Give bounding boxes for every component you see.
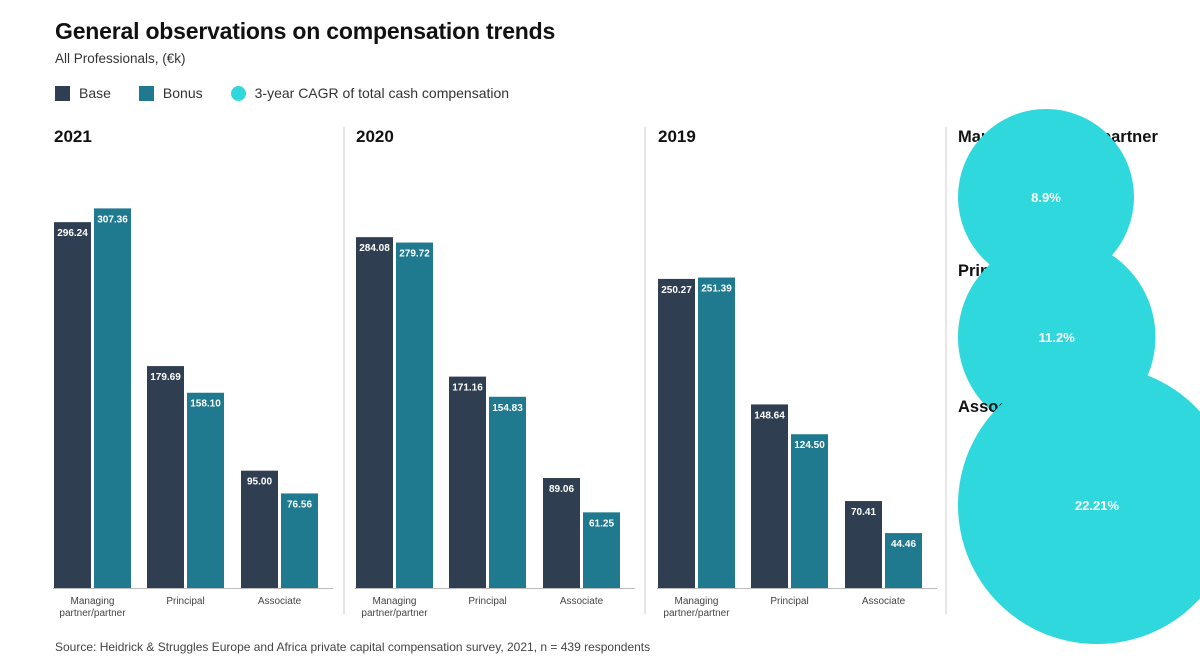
bar-2019-bonus-0 bbox=[698, 277, 735, 588]
panel-title-2019: 2019 bbox=[658, 127, 696, 146]
data-label-2021-base-2: 95.00 bbox=[247, 477, 272, 488]
bar-2021-bonus-1 bbox=[187, 392, 224, 588]
source-note: Source: Heidrick & Struggles Europe and … bbox=[55, 640, 651, 654]
cagr-bubble-label-1: 11.2% bbox=[1039, 330, 1076, 345]
bar-2020-base-0 bbox=[356, 237, 393, 588]
data-label-2019-base-1: 148.64 bbox=[754, 410, 785, 421]
x-tick-label-2019-0-line2: partner/partner bbox=[663, 608, 730, 619]
cagr-bubble-label-0: 8.9% bbox=[1031, 190, 1061, 205]
legend-swatch-cagr bbox=[230, 85, 246, 101]
data-label-2019-base-0: 250.27 bbox=[661, 285, 692, 296]
bar-2019-base-1 bbox=[751, 404, 788, 588]
cagr-bubble-0 bbox=[958, 108, 1135, 286]
data-label-2021-bonus-2: 76.56 bbox=[287, 499, 312, 510]
bar-2019-base-0 bbox=[658, 278, 695, 588]
x-tick-label-2021-0-line1: Managing bbox=[71, 596, 115, 607]
bar-2021-base-2 bbox=[241, 470, 278, 588]
panel-title-2020: 2020 bbox=[356, 127, 394, 146]
data-label-2021-base-1: 179.69 bbox=[150, 372, 181, 383]
bar-2020-bonus-1 bbox=[489, 396, 526, 588]
legend-item-cagr: 3-year CAGR of total cash compensation bbox=[230, 85, 510, 101]
data-label-2020-bonus-0: 279.72 bbox=[399, 249, 430, 260]
data-label-2019-bonus-2: 44.46 bbox=[891, 539, 916, 550]
legend-swatch-base bbox=[55, 85, 70, 101]
x-tick-label-2021-1: Principal bbox=[166, 596, 204, 607]
x-tick-label-2019-2: Associate bbox=[862, 596, 906, 607]
bar-2020-base-1 bbox=[449, 376, 486, 588]
panel-title-2021: 2021 bbox=[54, 127, 92, 146]
data-label-2020-base-0: 284.08 bbox=[359, 243, 390, 254]
data-label-2019-bonus-0: 251.39 bbox=[701, 284, 732, 295]
cagr-bubble-2 bbox=[958, 366, 1200, 644]
data-label-2019-base-2: 70.41 bbox=[851, 507, 876, 518]
legend-label-base: Base bbox=[79, 85, 111, 101]
data-label-2020-base-1: 171.16 bbox=[452, 383, 483, 394]
bar-2021-base-1 bbox=[147, 366, 184, 588]
data-label-2021-base-0: 296.24 bbox=[57, 228, 88, 239]
chart-subtitle: All Professionals, (€k) bbox=[55, 51, 186, 66]
bar-2019-bonus-2 bbox=[885, 533, 922, 588]
data-label-2021-bonus-1: 158.10 bbox=[190, 399, 221, 410]
x-tick-label-2019-1: Principal bbox=[770, 596, 808, 607]
bar-2020-bonus-2 bbox=[583, 512, 620, 588]
bar-2021-base-0 bbox=[54, 222, 91, 588]
bar-2019-base-2 bbox=[845, 501, 882, 588]
data-label-2020-base-2: 89.06 bbox=[549, 484, 574, 495]
bar-2021-bonus-0 bbox=[94, 208, 131, 588]
chart-title: General observations on compensation tre… bbox=[55, 18, 556, 44]
legend-swatch-bonus bbox=[138, 85, 154, 101]
bar-2020-bonus-0 bbox=[396, 242, 433, 588]
x-tick-label-2021-2: Associate bbox=[258, 596, 302, 607]
x-tick-label-2020-0-line1: Managing bbox=[373, 596, 417, 607]
x-tick-label-2020-0-line2: partner/partner bbox=[361, 608, 428, 619]
bar-2019-bonus-1 bbox=[791, 434, 828, 588]
x-tick-label-2020-2: Associate bbox=[560, 596, 604, 607]
x-tick-label-2019-0-line1: Managing bbox=[675, 596, 719, 607]
bar-2020-base-2 bbox=[543, 478, 580, 588]
legend-label-cagr: 3-year CAGR of total cash compensation bbox=[254, 85, 510, 101]
data-label-2020-bonus-1: 154.83 bbox=[492, 403, 523, 414]
legend: Base Bonus 3-year CAGR of total cash com… bbox=[55, 84, 537, 102]
x-tick-label-2021-0-line2: partner/partner bbox=[59, 608, 126, 619]
legend-label-bonus: Bonus bbox=[162, 85, 203, 101]
data-label-2021-bonus-0: 307.36 bbox=[97, 214, 128, 225]
legend-item-base: Base bbox=[55, 85, 111, 101]
bar-2021-bonus-2 bbox=[281, 493, 318, 588]
legend-item-bonus: Bonus bbox=[138, 85, 203, 101]
x-tick-label-2020-1: Principal bbox=[468, 596, 506, 607]
data-label-2019-bonus-1: 124.50 bbox=[794, 440, 825, 451]
data-label-2020-bonus-2: 61.25 bbox=[589, 518, 614, 529]
cagr-bubble-label-2: 22.21% bbox=[1075, 498, 1120, 513]
